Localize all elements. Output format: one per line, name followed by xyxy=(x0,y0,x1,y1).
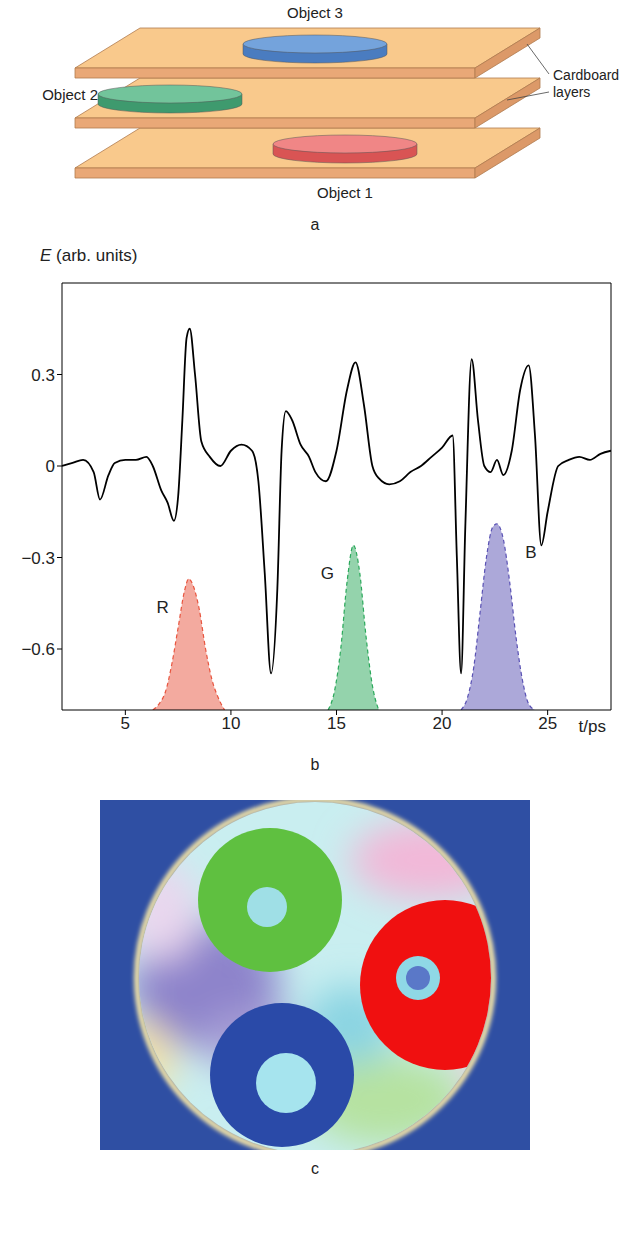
svg-text:a: a xyxy=(311,216,320,233)
svg-text:t/ps: t/ps xyxy=(579,717,606,736)
svg-text:−0.3: −0.3 xyxy=(21,549,55,568)
svg-text:5: 5 xyxy=(121,714,130,733)
svg-text:G: G xyxy=(321,564,334,583)
svg-text:0.3: 0.3 xyxy=(31,366,55,385)
svg-text:25: 25 xyxy=(538,714,557,733)
html-text:c: c xyxy=(311,1160,319,1177)
svg-text:Cardboardlayers: Cardboardlayers xyxy=(553,67,619,100)
svg-text:Object 1: Object 1 xyxy=(317,184,373,201)
html-text:b: b xyxy=(310,756,320,773)
svg-text:15: 15 xyxy=(327,714,346,733)
svg-text:10: 10 xyxy=(221,714,240,733)
svg-text:0: 0 xyxy=(46,457,55,476)
svg-text:20: 20 xyxy=(433,714,452,733)
svg-text:R: R xyxy=(157,598,169,617)
svg-text:Object 3: Object 3 xyxy=(287,4,343,21)
html-text:E (arb. units): E (arb. units) xyxy=(40,246,138,265)
svg-text:B: B xyxy=(525,543,536,562)
svg-text:−0.6: −0.6 xyxy=(21,640,55,659)
svg-text:Object 2: Object 2 xyxy=(42,86,98,103)
